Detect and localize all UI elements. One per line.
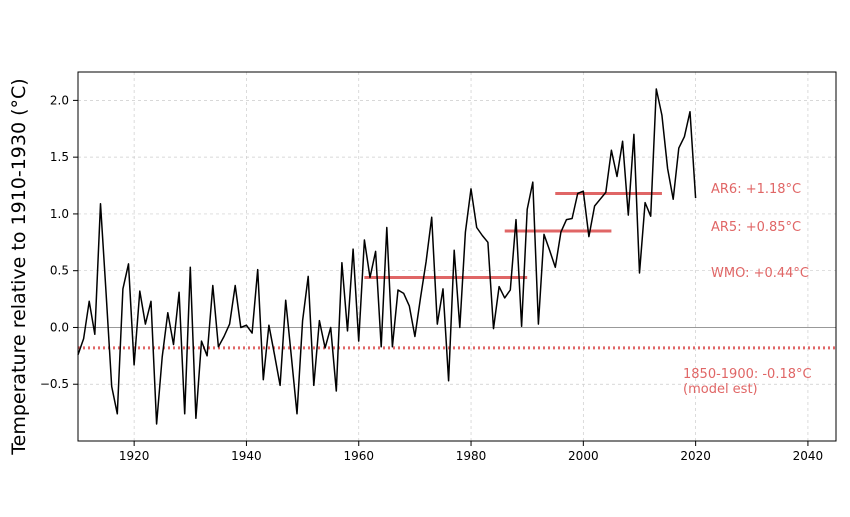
x-tick-label-2020: 2020: [680, 449, 711, 463]
x-tick-label-1960: 1960: [343, 449, 374, 463]
annotation-ar6: AR6: +1.18°C: [711, 182, 801, 197]
x-tick-label-1980: 1980: [456, 449, 487, 463]
plot-frame: [77, 71, 837, 442]
annotation-ar5: AR5: +0.85°C: [711, 220, 801, 235]
y-tick-label-2: 0.5: [50, 264, 69, 278]
x-tick-label-1940: 1940: [231, 449, 262, 463]
y-axis-label: Temperature relative to 1910-1930 (°C): [8, 78, 30, 455]
y-tick-label-4: 1.5: [50, 150, 69, 164]
annotation-wmo: WMO: +0.44°C: [711, 266, 809, 281]
y-tick-label-5: 2.0: [50, 93, 69, 107]
annotation-baseline-note: (model est): [683, 382, 758, 397]
x-tick-label-1920: 1920: [119, 449, 150, 463]
y-tick-label-1: 0.0: [50, 320, 69, 334]
x-tick-label-2040: 2040: [793, 449, 824, 463]
y-tick-label-0: −0.5: [40, 377, 69, 391]
y-axis-ticks: −0.5 0.0 0.5 1.0 1.5 2.0: [40, 93, 78, 391]
reference-period-lines: [364, 191, 662, 280]
annotation-baseline: 1850-1900: -0.18°C: [683, 367, 812, 382]
y-tick-label-3: 1.0: [50, 207, 69, 221]
x-tick-label-2000: 2000: [568, 449, 599, 463]
x-axis-ticks: 1920 1940 1960 1980 2000 2020 2040: [119, 441, 823, 463]
annotations: AR6: +1.18°C AR5: +0.85°C WMO: +0.44°C 1…: [683, 182, 812, 397]
temperature-series-line: [77, 88, 697, 425]
